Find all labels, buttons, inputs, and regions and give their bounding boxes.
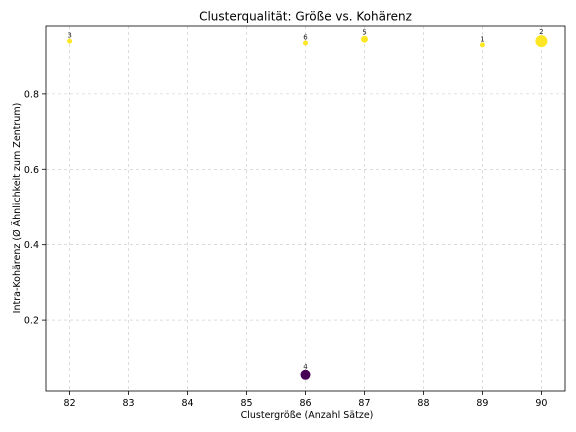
chart-title: Clusterqualität: Größe vs. Kohärenz — [199, 10, 412, 24]
grid-layer — [46, 26, 565, 391]
x-tick-label: 83 — [123, 398, 135, 409]
point-layer: 1 2 3 4 5 6 — [67, 28, 548, 380]
y-tick-label: 0.6 — [24, 165, 39, 176]
x-tick-label: 90 — [535, 398, 547, 409]
y-tick-label: 0.8 — [24, 89, 39, 100]
data-point-label-3: 3 — [67, 32, 71, 40]
x-tick-label: 85 — [240, 398, 252, 409]
y-axis-label: Intra-Kohärenz (Ø Ähnlichkeit zum Zentru… — [12, 103, 23, 314]
data-point-label-2: 2 — [539, 28, 543, 36]
data-point-label-6: 6 — [303, 33, 308, 41]
data-point-3 — [67, 38, 73, 44]
x-tick-label: 84 — [181, 398, 193, 409]
data-point-4 — [300, 369, 311, 380]
x-tick-label: 87 — [358, 398, 370, 409]
data-point-label-1: 1 — [480, 35, 484, 43]
data-point-2 — [535, 35, 548, 48]
data-point-label-4: 4 — [303, 363, 308, 371]
x-tick-label: 82 — [64, 398, 76, 409]
x-tick-label: 88 — [417, 398, 429, 409]
x-tick-label: 86 — [299, 398, 311, 409]
x-tick-label: 89 — [476, 398, 488, 409]
data-point-6 — [303, 40, 308, 46]
data-point-1 — [479, 42, 485, 48]
tick-layer: 82 83 84 85 86 87 88 89 90 0.2 0.4 0.6 0.8 — [24, 89, 548, 409]
y-tick-label: 0.4 — [24, 240, 39, 251]
data-point-label-5: 5 — [362, 29, 366, 37]
y-tick-label: 0.2 — [24, 316, 39, 327]
data-point-5 — [360, 35, 368, 43]
x-axis-label: Clustergröße (Anzahl Sätze) — [241, 410, 374, 421]
